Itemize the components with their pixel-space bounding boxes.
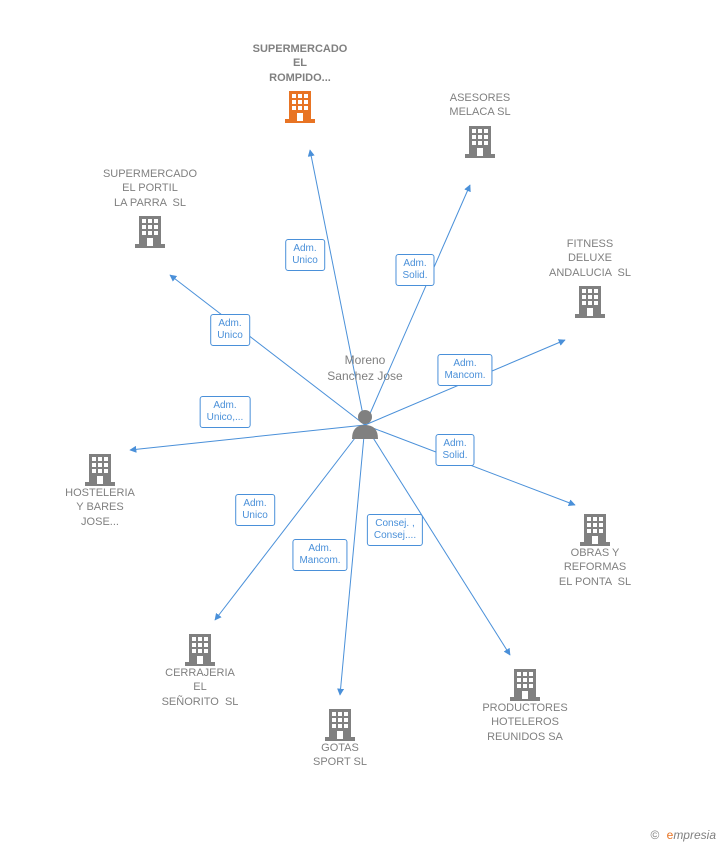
edge-label: Adm. Solid.	[435, 434, 474, 466]
edge-label: Adm. Mancom.	[437, 354, 492, 386]
building-icon	[85, 452, 115, 486]
footer: © empresia	[650, 828, 716, 842]
center-node-label: Moreno Sanchez Jose	[325, 353, 405, 384]
company-node[interactable]: GOTAS SPORT SL	[280, 703, 400, 770]
building-icon	[185, 632, 215, 666]
copyright-symbol: ©	[650, 828, 659, 842]
company-label: OBRAS Y REFORMAS EL PONTA SL	[535, 546, 655, 589]
edge-label: Adm. Unico	[235, 494, 275, 526]
company-node[interactable]: HOSTELERIA Y BARES JOSE...	[40, 448, 160, 529]
edge-label: Adm. Solid.	[395, 254, 434, 286]
company-label: PRODUCTORES HOTELEROS REUNIDOS SA	[465, 701, 585, 744]
company-label: FITNESS DELUXE ANDALUCIA SL	[530, 237, 650, 280]
company-node[interactable]: SUPERMERCADO EL PORTIL LA PARRA SL	[90, 167, 210, 248]
edge-label: Adm. Mancom.	[292, 539, 347, 571]
company-label: HOSTELERIA Y BARES JOSE...	[40, 486, 160, 529]
building-icon	[285, 89, 315, 123]
edge-label: Consej. , Consej....	[367, 514, 423, 546]
edge-label: Adm. Unico,...	[200, 396, 251, 428]
company-node[interactable]: SUPERMERCADO EL ROMPIDO...	[240, 42, 360, 123]
company-node[interactable]: CERRAJERIA EL SEÑORITO SL	[140, 628, 260, 709]
company-label: GOTAS SPORT SL	[280, 741, 400, 770]
company-node[interactable]: FITNESS DELUXE ANDALUCIA SL	[530, 237, 650, 318]
brand-name: empresia	[667, 828, 716, 842]
company-label: SUPERMERCADO EL ROMPIDO...	[240, 42, 360, 85]
company-label: CERRAJERIA EL SEÑORITO SL	[140, 666, 260, 709]
building-icon	[510, 667, 540, 701]
company-node[interactable]: OBRAS Y REFORMAS EL PONTA SL	[535, 508, 655, 589]
company-label: ASESORES MELACA SL	[420, 91, 540, 120]
company-label: SUPERMERCADO EL PORTIL LA PARRA SL	[90, 167, 210, 210]
edge-label: Adm. Unico	[210, 314, 250, 346]
edge-label: Adm. Unico	[285, 239, 325, 271]
building-icon	[135, 214, 165, 248]
company-node[interactable]: ASESORES MELACA SL	[420, 91, 540, 158]
building-icon	[465, 124, 495, 158]
company-node[interactable]: PRODUCTORES HOTELEROS REUNIDOS SA	[465, 663, 585, 744]
building-icon	[580, 512, 610, 546]
building-icon	[575, 284, 605, 318]
building-icon	[325, 707, 355, 741]
